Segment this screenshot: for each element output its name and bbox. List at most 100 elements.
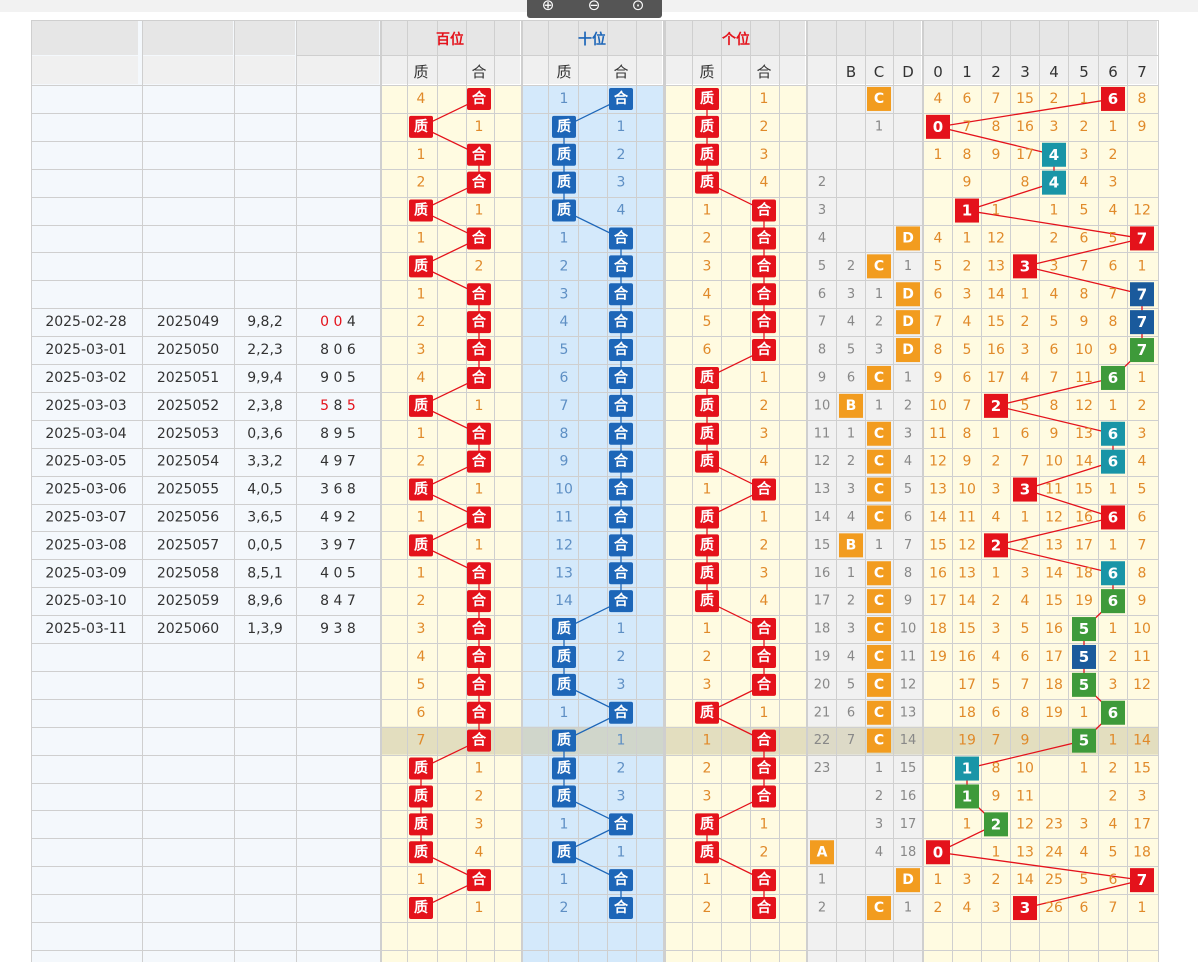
shape-mark-label: C — [874, 370, 884, 386]
hundreds-mark-label: 合 — [472, 229, 487, 246]
digit-omission: 16 — [958, 649, 976, 665]
digit-mark — [1101, 561, 1125, 586]
digit-mark — [1130, 338, 1154, 363]
digit-mark-label: 5 — [1079, 732, 1089, 750]
shape-omission: 18 — [814, 622, 831, 637]
digit-header-4: 4 — [1049, 63, 1059, 81]
row-date: 2025-03-01 — [45, 342, 126, 358]
digit-omission: 3 — [1021, 565, 1030, 581]
digit-omission: 9 — [1050, 426, 1059, 442]
shape-omission: 2 — [818, 901, 826, 916]
shape-mark-label: C — [874, 733, 884, 749]
shape-mark-label: C — [874, 900, 884, 916]
tens-mark-label: 合 — [614, 341, 629, 358]
digit-mark-label: 4 — [1049, 174, 1059, 192]
units-mark-label: 合 — [757, 313, 772, 330]
digit-omission: 9 — [992, 788, 1001, 804]
digit-omission: 5 — [1080, 203, 1089, 219]
digit-omission: 25 — [1045, 872, 1063, 888]
hundreds-composite-mark — [467, 673, 491, 696]
hundreds-omission: 4 — [417, 649, 426, 665]
digit-omission: 3 — [1109, 175, 1118, 191]
digit-mark — [926, 840, 950, 865]
units-omission: 2 — [760, 537, 769, 553]
units-mark-label: 质 — [700, 118, 714, 135]
hundreds-omission: 4 — [417, 91, 426, 107]
digit-omission: 1 — [1109, 482, 1118, 498]
shape-mark-b — [839, 533, 863, 558]
digit-omission: 3 — [992, 900, 1001, 916]
hundreds-prime-mark — [409, 757, 433, 780]
shape-omission: 12 — [900, 677, 917, 692]
left-columns-bg — [31, 20, 381, 962]
shape-omission: 1 — [847, 566, 855, 581]
digit-omission: 1 — [1109, 119, 1118, 135]
digit-omission: 3 — [992, 482, 1001, 498]
shape-mark-c — [867, 561, 891, 586]
digit-omission: 3 — [1050, 258, 1059, 274]
units-omission: 1 — [703, 733, 712, 749]
digit-mark — [1072, 728, 1096, 753]
digit-omission: 16 — [1075, 509, 1093, 525]
digit-omission: 6 — [1021, 426, 1030, 442]
digit-mark — [1072, 672, 1096, 697]
hundreds-omission: 1 — [475, 119, 484, 135]
sub-header-units-composite: 合 — [756, 63, 771, 81]
digit-mark — [955, 198, 979, 223]
digit-mark-label: 0 — [933, 843, 943, 861]
shape-header-d: D — [902, 63, 914, 81]
digit-mark-label: 7 — [1137, 341, 1147, 359]
tens-composite-mark — [609, 590, 633, 613]
digit-mark — [1042, 142, 1066, 167]
units-mark-label: 质 — [700, 508, 714, 525]
digit-omission: 12 — [929, 454, 947, 470]
units-mark-label: 合 — [757, 481, 772, 498]
shape-mark-d — [896, 282, 920, 307]
digit-mark — [1013, 477, 1037, 502]
zoom-in-button[interactable]: ⊕ — [541, 0, 555, 14]
row-date: 2025-02-28 — [45, 314, 126, 330]
units-mark-label: 合 — [757, 760, 772, 777]
digit-omission: 2 — [992, 593, 1001, 609]
digit-mark-label: 6 — [1108, 369, 1118, 387]
digit-mark — [1072, 644, 1096, 669]
hundreds-composite-mark — [467, 869, 491, 892]
hundreds-mark-label: 质 — [414, 118, 428, 135]
shape-mark-label: A — [817, 844, 828, 860]
digit-header-6: 6 — [1108, 63, 1118, 81]
row-test-number: 9,9,4 — [247, 370, 283, 386]
digit-omission: 4 — [1109, 816, 1118, 832]
shape-omission: 15 — [900, 761, 917, 776]
shape-omission: 4 — [847, 649, 855, 664]
digit-omission: 11 — [1016, 788, 1034, 804]
units-composite-mark — [752, 339, 776, 362]
hundreds-composite-mark — [467, 645, 491, 668]
digit-mark — [1101, 421, 1125, 446]
hundreds-mark-label: 合 — [472, 648, 487, 665]
digit-omission: 18 — [1045, 677, 1063, 693]
shape-header-b: B — [846, 63, 856, 81]
units-mark-label: 质 — [700, 90, 714, 107]
zoom-reset-button[interactable]: ⊙ — [631, 0, 645, 14]
zoom-out-button[interactable]: ⊖ — [587, 0, 601, 14]
tens-composite-mark — [609, 422, 633, 445]
sub-header-tens-composite: 合 — [613, 63, 628, 81]
units-bg — [665, 85, 806, 962]
digit-omission: 4 — [1109, 203, 1118, 219]
digit-omission: 12 — [1133, 677, 1151, 693]
digit-mark — [1101, 700, 1125, 725]
digit-header-1: 1 — [962, 63, 972, 81]
digit-omission: 8 — [1138, 91, 1147, 107]
row-draw-number: 4 0 5 — [320, 565, 356, 581]
row-test-number: 9,8,2 — [247, 314, 283, 330]
digit-omission: 7 — [963, 119, 972, 135]
tens-composite-mark — [609, 869, 633, 892]
row-test-number: 2,2,3 — [247, 342, 283, 358]
digit-omission: 3 — [1138, 788, 1147, 804]
row-test-number: 3,3,2 — [247, 454, 283, 470]
shape-omission: 10 — [900, 622, 917, 637]
header-tens-top — [523, 21, 662, 55]
hundreds-mark-label: 质 — [414, 257, 428, 274]
shape-mark-label: D — [902, 872, 914, 888]
digit-omission: 8 — [963, 147, 972, 163]
